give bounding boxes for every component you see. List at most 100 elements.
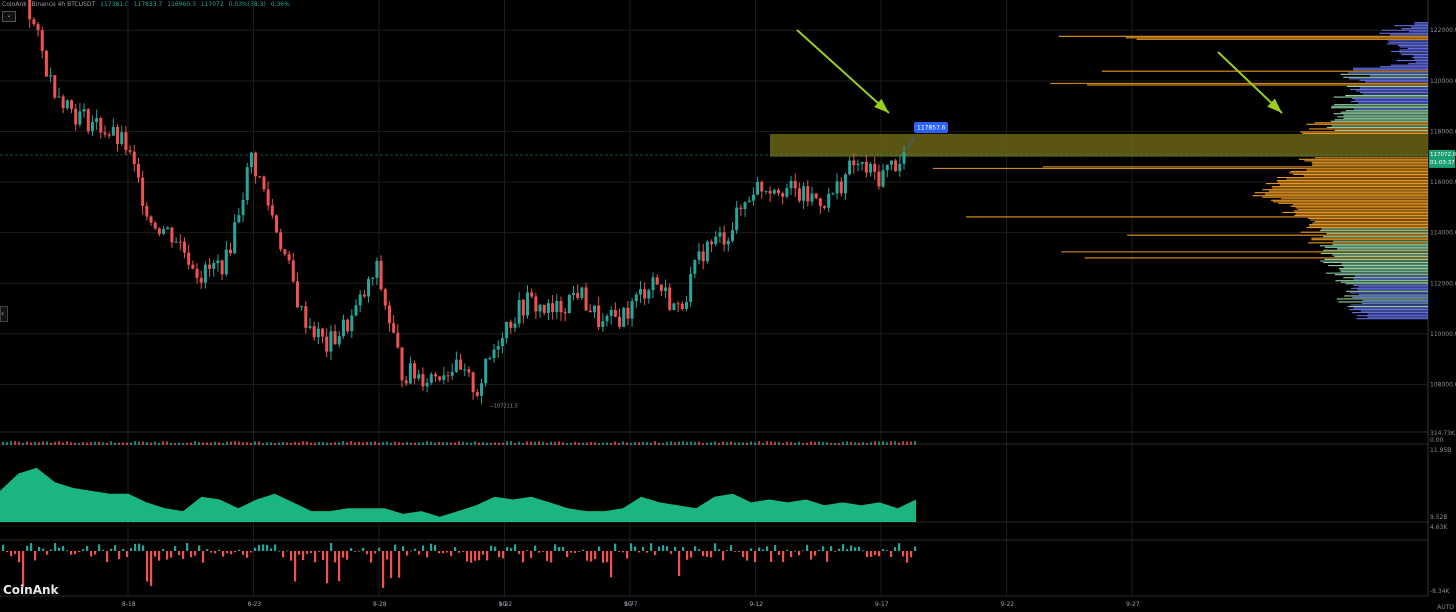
candle-body <box>551 303 555 312</box>
candle-body <box>860 161 864 164</box>
candle-body <box>262 176 266 190</box>
candle-body <box>622 307 626 327</box>
candle-body <box>362 294 366 297</box>
candle-body <box>751 194 755 201</box>
delta-bar <box>94 551 97 555</box>
candle-body <box>676 303 680 305</box>
delta-bar <box>426 551 429 558</box>
delta-bar <box>142 545 145 551</box>
delta-bar <box>850 545 853 551</box>
candle-body <box>421 374 425 387</box>
delta-bar <box>10 551 13 557</box>
candle-body <box>283 249 287 255</box>
candle-body <box>404 380 408 384</box>
delta-bar <box>418 551 421 555</box>
delta-bar <box>686 551 689 560</box>
candle-body <box>643 289 647 299</box>
candle-body <box>153 222 157 229</box>
delta-bar <box>430 543 433 551</box>
candle-body <box>797 188 801 201</box>
candle-body <box>325 336 329 352</box>
delta-bar <box>682 547 685 551</box>
header-change: 0.03%(38.3) <box>228 1 266 8</box>
delta-bar <box>914 546 917 551</box>
header-exchange: Binance 4h BTCUSDT <box>31 1 96 8</box>
last-price-label: 117072.0 <box>1430 152 1456 158</box>
delta-bar <box>538 551 541 553</box>
delta-bar <box>554 544 557 551</box>
delta-bar <box>818 549 821 551</box>
candle-body <box>613 310 617 317</box>
candle-body <box>49 75 53 77</box>
candle-body <box>739 207 743 210</box>
candle-body <box>789 180 793 189</box>
candle-body <box>760 181 764 192</box>
delta-bar <box>134 543 137 551</box>
delta-bar <box>298 551 301 555</box>
candle-body <box>44 50 48 77</box>
delta-bar <box>898 543 901 551</box>
candles <box>28 0 906 404</box>
candle-body <box>835 181 839 194</box>
delta-bar <box>42 548 45 551</box>
candle-body <box>772 189 776 194</box>
candle-body <box>28 0 32 20</box>
candle-body <box>777 189 781 194</box>
candle-body <box>95 118 99 123</box>
delta-bar <box>390 551 393 579</box>
delta-bar <box>866 551 869 558</box>
candle-body <box>517 299 521 324</box>
annotation-arrow-icon <box>1217 51 1283 114</box>
chevron-left-icon[interactable]: ‹ <box>0 306 8 322</box>
delta-bar <box>110 548 113 551</box>
auto-scale-button[interactable]: AUTO <box>1437 604 1454 611</box>
candle-body <box>634 294 638 302</box>
candle-body <box>396 332 400 348</box>
candle-body <box>157 228 161 234</box>
delta-bar <box>894 547 897 551</box>
candle-body <box>90 122 94 132</box>
delta-bar <box>6 551 9 553</box>
delta-bar <box>434 545 437 551</box>
candle-body <box>471 372 475 393</box>
delta-bar <box>246 551 249 558</box>
candle-body <box>446 375 450 377</box>
candle-body <box>735 207 739 231</box>
x-tick-label: 9-27 <box>1126 601 1140 608</box>
delta-bar <box>534 545 537 551</box>
candle-body <box>902 152 906 164</box>
delta-bar <box>594 551 597 559</box>
candle-body <box>814 193 818 199</box>
collapse-legend-button[interactable]: ⌄ <box>2 11 16 22</box>
delta-bar <box>770 551 773 562</box>
candle-body <box>576 292 580 298</box>
delta-bar <box>250 551 253 553</box>
delta-bar <box>194 551 197 556</box>
candle-body <box>86 109 90 132</box>
candle-body <box>488 358 492 360</box>
candle-body <box>680 303 684 309</box>
x-tick-label: 9-7 <box>624 601 634 608</box>
candle-body <box>249 152 253 168</box>
delta-bar <box>306 551 309 554</box>
delta-bar <box>558 547 561 551</box>
delta-bar <box>234 551 237 553</box>
delta-bar <box>662 545 665 551</box>
delta-bar <box>598 546 601 551</box>
delta-bar <box>678 551 681 577</box>
delta-bar <box>726 550 729 551</box>
delta-bar <box>562 546 565 551</box>
volume-bars <box>2 441 916 445</box>
candle-body <box>425 382 429 387</box>
candle-body <box>806 186 810 202</box>
delta-bar <box>798 551 801 556</box>
candle-body <box>467 369 471 373</box>
delta-bar <box>282 551 285 558</box>
low-label: —107211.5 <box>489 403 518 409</box>
delta-bar <box>590 551 593 562</box>
delta-bar <box>330 543 333 551</box>
delta-bar <box>910 551 913 558</box>
candle-body <box>295 281 299 308</box>
candle-body <box>203 264 207 283</box>
